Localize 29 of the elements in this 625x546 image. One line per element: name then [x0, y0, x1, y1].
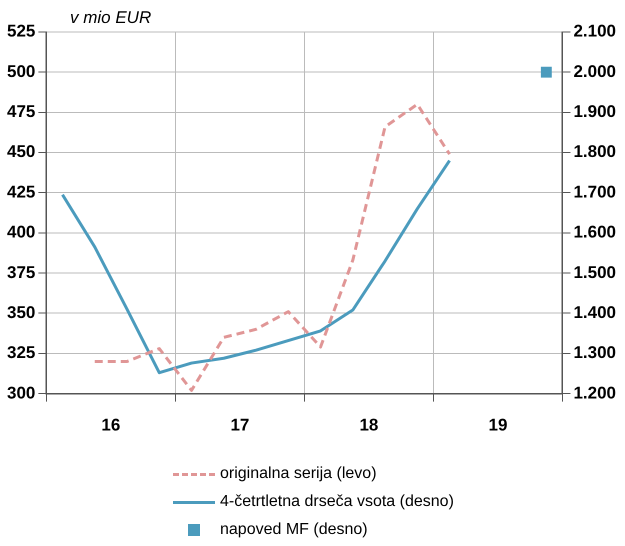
line-series [93, 102, 452, 392]
legend-label: originalna serija (levo) [220, 465, 377, 483]
y2-tick-label: 2.000 [573, 62, 616, 81]
y-tick-label: 375 [6, 262, 36, 282]
y-tick-label: 450 [6, 142, 36, 162]
x-tick-label: 18 [359, 415, 378, 434]
y-tick-label: 425 [6, 182, 36, 202]
y-tick-label: 500 [6, 62, 36, 81]
y2-tick-label: 1.300 [573, 343, 616, 362]
y-tick-label: 475 [6, 102, 36, 122]
y-tick-label: 325 [6, 343, 36, 362]
y2-tick-label: 1.500 [573, 262, 616, 282]
y2-tick-label: 1.800 [573, 142, 616, 162]
y-tick-label: 300 [6, 383, 36, 402]
y-tick-label: 525 [6, 22, 36, 41]
legend-label: 4-četrtletna drseča vsota (desno) [220, 493, 454, 511]
y-axis-title: v mio EUR [70, 8, 152, 28]
y2-tick-label: 2.100 [573, 22, 616, 41]
y-tick-label: 400 [6, 222, 36, 242]
x-tick-label: 19 [488, 415, 508, 434]
y2-tick-label: 1.900 [573, 102, 616, 122]
y2-tick-label: 1.400 [573, 302, 616, 322]
y2-tick-label: 1.200 [573, 383, 616, 402]
x-tick-label: 17 [230, 415, 250, 434]
y-tick-label: 350 [6, 302, 36, 322]
y2-tick-label: 1.600 [573, 222, 616, 242]
x-tick-label: 16 [101, 415, 120, 434]
legend-label: napoved MF (desno) [220, 521, 368, 539]
y2-tick-label: 1.700 [573, 182, 616, 202]
